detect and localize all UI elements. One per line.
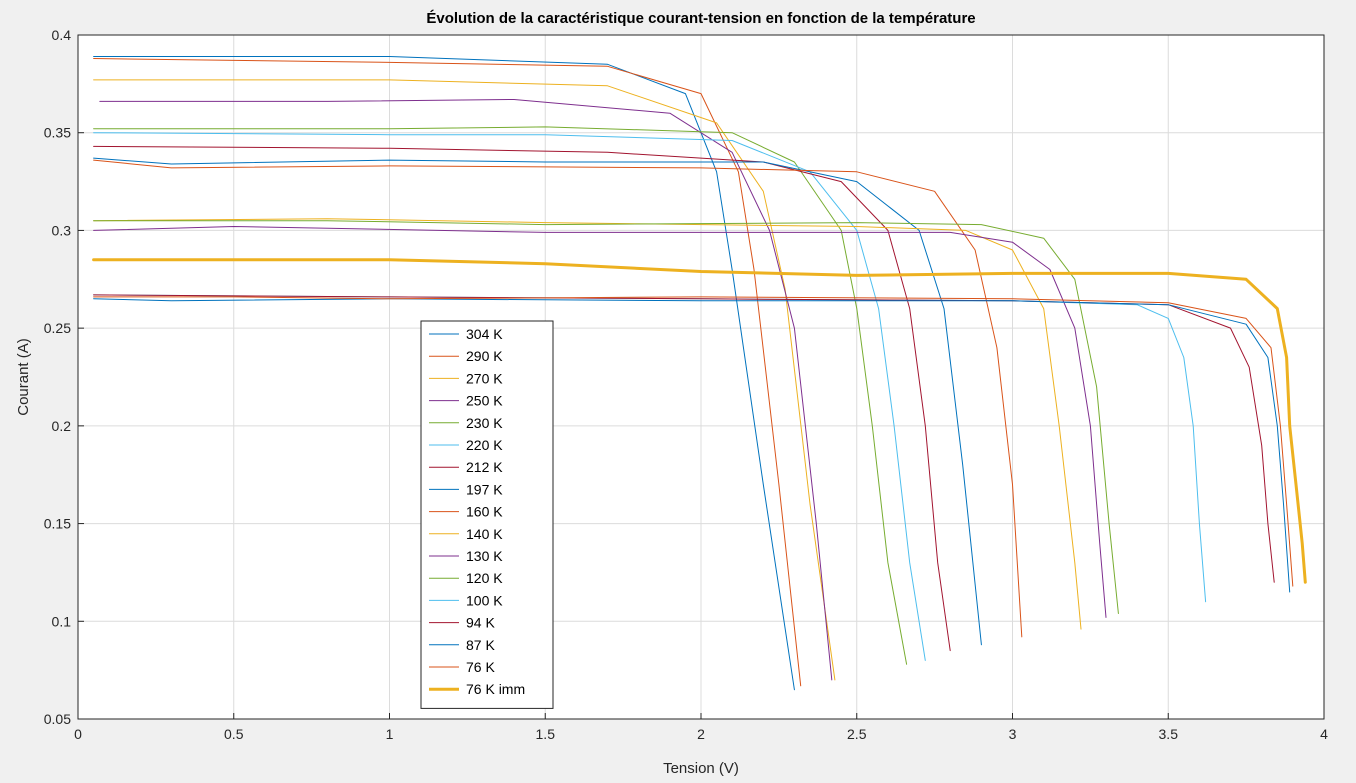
series-line-9 [93,218,1082,630]
series-line-2 [93,79,836,681]
y-tick-label: 0.2 [52,418,72,434]
y-tick-label: 0.15 [44,516,71,532]
legend: 304 K 290 K 270 K 250 K 230 K 220 K 212 K 197 K… [420,320,554,709]
legend-entry: 100 K [466,592,503,608]
y-tick-label: 0.05 [44,711,71,727]
y-tick-labels: 0.05 0.1 0.15 0.2 0.25 0.3 0.35 0.4 [44,27,71,727]
series-line-14 [93,298,1291,593]
legend-entry: 76 K [466,659,495,675]
x-tick-label: 3.5 [1159,726,1179,742]
legend-entry: 220 K [466,437,503,453]
x-tick-label: 2 [697,726,705,742]
legend-entry: 87 K [466,637,495,653]
series-line-11 [93,220,1119,614]
series-line-10 [93,226,1107,618]
legend-entry: 120 K [466,570,503,586]
series-line-5 [93,132,926,661]
x-tick-label: 0 [74,726,82,742]
y-tick-label: 0.35 [44,125,71,141]
series-line-16 [92,258,1307,584]
chart-title: Évolution de la caractéristique courant-… [426,10,975,27]
legend-entry: 230 K [466,415,503,431]
y-tick-label: 0.25 [44,320,71,336]
x-tick-label: 2.5 [847,726,867,742]
series-line-7 [93,157,982,646]
y-axis-label: Courant (A) [15,338,32,416]
series-line-6 [93,145,951,652]
legend-entry: 250 K [466,393,503,409]
x-tick-label: 0.5 [224,726,244,742]
legend-entry: 212 K [466,459,503,475]
legend-entry: 94 K [466,615,495,631]
legend-entry: 270 K [466,370,503,386]
x-tick-label: 1.5 [536,726,556,742]
x-axis-label: Tension (V) [663,760,739,777]
axes-box [77,34,1325,720]
series-line-3 [99,99,833,681]
y-tick-label: 0.1 [52,613,72,629]
legend-box [420,320,554,709]
series-line-8 [93,159,1023,638]
legend-entry: 290 K [466,348,503,364]
x-tick-label: 4 [1320,726,1328,742]
legend-entry: 304 K [466,326,503,342]
series-line-15 [93,296,1294,587]
x-tick-label: 1 [386,726,394,742]
legend-entry: 130 K [466,548,503,564]
x-tick-label: 3 [1009,726,1017,742]
series-layer [92,56,1307,691]
legend-entry: 160 K [466,504,503,520]
x-tick-labels: 0 0.5 1 1.5 2 2.5 3 3.5 4 [74,726,1328,742]
legend-entry: 76 K imm [466,681,525,697]
series-line-4 [93,126,908,665]
y-tick-label: 0.3 [52,222,72,238]
legend-entry: 140 K [466,526,503,542]
legend-entry: 197 K [466,481,503,497]
y-tick-label: 0.4 [52,27,72,43]
